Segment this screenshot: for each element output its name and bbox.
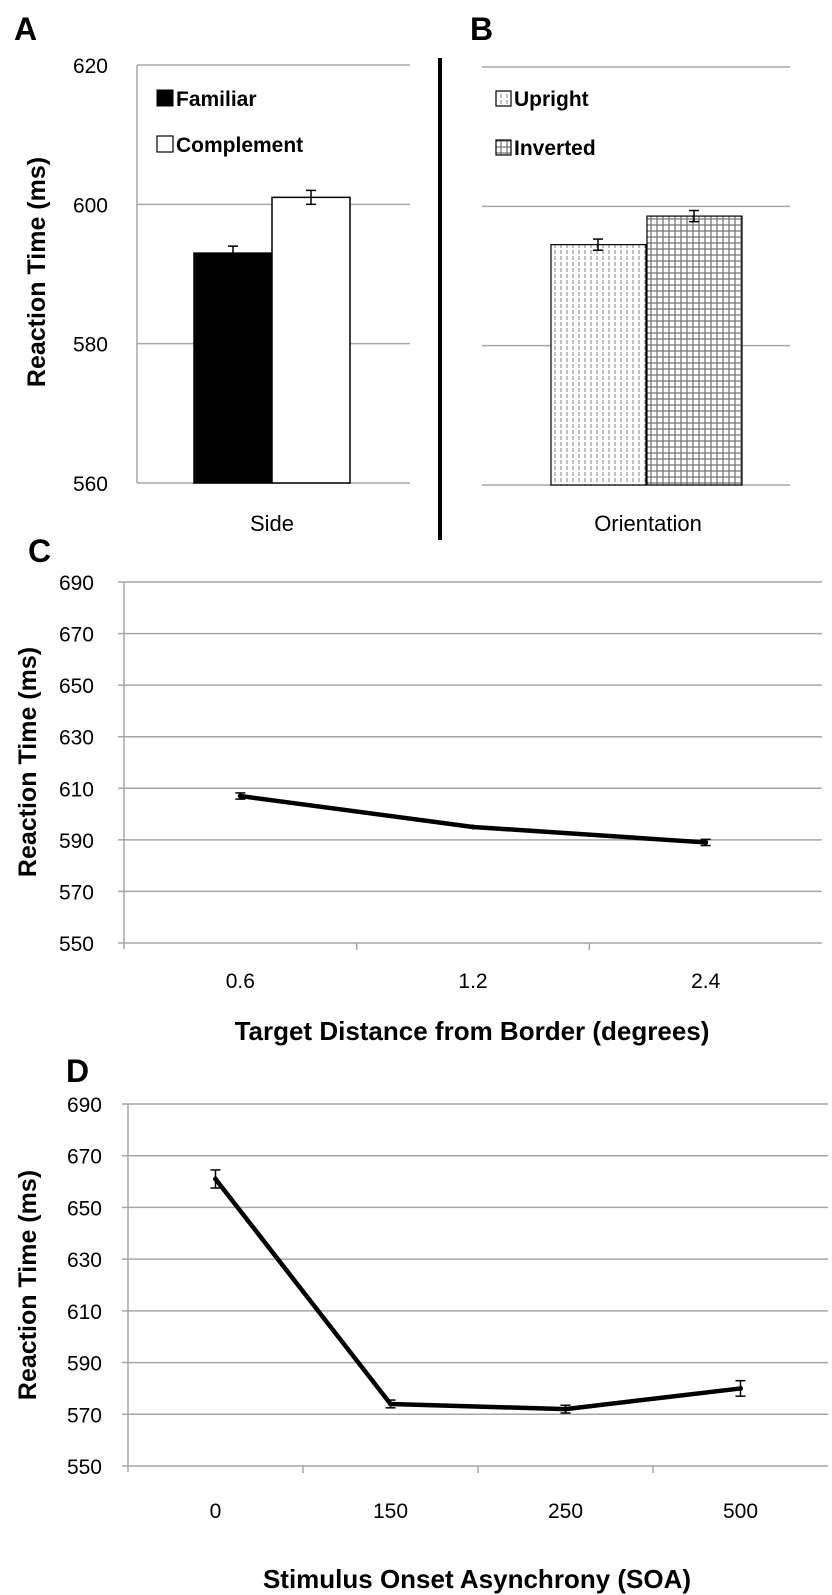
panel-letter-c: C bbox=[28, 533, 51, 569]
d-ytick-670: 670 bbox=[67, 1146, 102, 1169]
panel-letter-a: A bbox=[14, 11, 37, 47]
a-y-axis-label: Reaction Time (ms) bbox=[23, 157, 51, 387]
c-ytick-650: 650 bbox=[59, 675, 94, 698]
b-category-label: Orientation bbox=[594, 511, 702, 536]
legend-label-familiar: Familiar bbox=[176, 88, 257, 111]
d-ytick-630: 630 bbox=[67, 1249, 102, 1272]
d-xtick-3: 500 bbox=[723, 1500, 758, 1523]
legend-label-complement: Complement bbox=[176, 134, 303, 157]
d-xtick-0: 0 bbox=[210, 1500, 222, 1523]
b-legend: Upright Inverted bbox=[495, 88, 596, 160]
a-ytick-600: 600 bbox=[73, 194, 108, 217]
legend-label-inverted: Inverted bbox=[514, 137, 596, 160]
legend-swatch-inverted bbox=[495, 139, 512, 156]
d-ytick-590: 590 bbox=[67, 1353, 102, 1376]
legend-label-upright: Upright bbox=[514, 88, 589, 111]
d-x-axis-label: Stimulus Onset Asynchrony (SOA) bbox=[263, 1564, 691, 1594]
panel-letter-d: D bbox=[66, 1053, 89, 1089]
d-ytick-650: 650 bbox=[67, 1197, 102, 1220]
a-category-label: Side bbox=[250, 511, 294, 536]
c-ytick-570: 570 bbox=[59, 881, 94, 904]
c-x-axis-label: Target Distance from Border (degrees) bbox=[235, 1016, 710, 1046]
d-ytick-570: 570 bbox=[67, 1404, 102, 1427]
c-ytick-550: 550 bbox=[59, 933, 94, 956]
c-ytick-610: 610 bbox=[59, 778, 94, 801]
panel-b: Orientation Upright Inverted bbox=[482, 66, 790, 536]
c-xtick-2: 2.4 bbox=[691, 970, 721, 993]
a-bar-familiar bbox=[193, 252, 273, 484]
c-xtick-1: 1.2 bbox=[458, 970, 487, 993]
legend-swatch-complement bbox=[156, 135, 174, 153]
legend-swatch-familiar bbox=[156, 89, 174, 107]
c-y-axis-label: Reaction Time (ms) bbox=[14, 647, 42, 877]
d-xtick-1: 150 bbox=[373, 1500, 408, 1523]
panel-letter-b: B bbox=[470, 11, 493, 47]
a-ytick-580: 580 bbox=[73, 334, 108, 357]
d-ytick-610: 610 bbox=[67, 1301, 102, 1324]
c-ytick-670: 670 bbox=[59, 624, 94, 647]
c-xtick-0: 0.6 bbox=[226, 970, 255, 993]
d-series-line bbox=[213, 1177, 741, 1412]
c-point-1 bbox=[470, 824, 476, 830]
a-legend: Familiar Complement bbox=[156, 88, 303, 157]
d-xtick-2: 250 bbox=[548, 1500, 583, 1523]
b-bar-upright bbox=[550, 244, 647, 486]
panel-c: 550 570 590 610 630 650 670 690 0.6 1.2 2.4 React… bbox=[14, 572, 822, 1046]
d-ytick-550: 550 bbox=[67, 1456, 102, 1479]
a-ytick-560: 560 bbox=[73, 473, 108, 496]
c-ytick-590: 590 bbox=[59, 830, 94, 853]
d-y-axis-label: Reaction Time (ms) bbox=[14, 1170, 42, 1400]
legend-swatch-upright bbox=[495, 90, 512, 107]
c-ytick-690: 690 bbox=[59, 572, 94, 595]
panel-d: 550 570 590 610 630 650 670 690 0 150 250 500 Reac… bbox=[14, 1094, 828, 1594]
b-bar-inverted bbox=[646, 215, 743, 486]
c-ytick-630: 630 bbox=[59, 727, 94, 750]
d-ytick-690: 690 bbox=[67, 1094, 102, 1117]
a-ytick-620: 620 bbox=[73, 55, 108, 78]
a-bar-complement bbox=[271, 196, 351, 484]
panel-a: 560 580 600 620 Side Reaction Time (ms) Fam… bbox=[23, 55, 410, 536]
c-series-line bbox=[240, 793, 706, 845]
